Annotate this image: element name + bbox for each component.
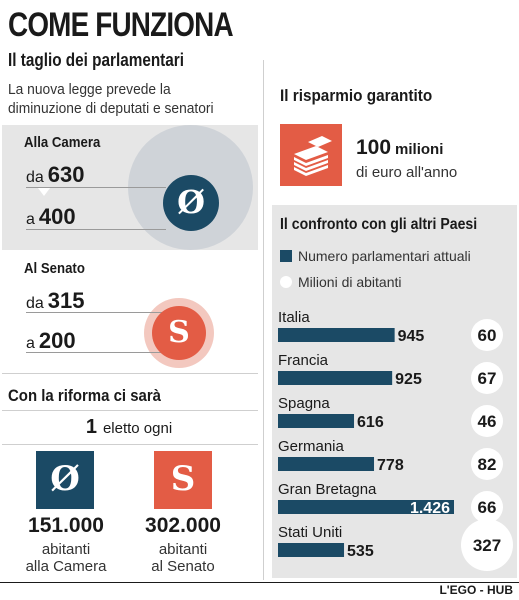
eletto-row: 1 eletto ogni xyxy=(0,416,258,439)
comparison-chart: Italia 945 60 Francia 925 67 Spagna 616 46 German… xyxy=(278,309,513,571)
camera-from-pre: da xyxy=(26,169,44,186)
senato-label: Al Senato xyxy=(24,260,85,277)
senato-from-line xyxy=(26,312,166,313)
riforma-top-divider xyxy=(2,373,258,374)
bar-value-italia: 945 xyxy=(398,328,425,345)
bar-francia xyxy=(278,371,393,385)
population-circle-germania xyxy=(471,448,503,480)
camera-stat-text-2: alla Camera xyxy=(25,558,107,575)
camera-square-logo xyxy=(36,451,94,509)
senato-to-line xyxy=(26,352,166,353)
population-value-stati-uniti: 327 xyxy=(473,536,501,555)
risparmio-amount: 100 milioni xyxy=(356,136,443,160)
eletto-text: eletto ogni xyxy=(102,420,173,437)
senato-logo-circle xyxy=(152,306,206,360)
bar-value-germania: 778 xyxy=(377,457,404,474)
country-label-gran-bretagna: Gran Bretagna xyxy=(278,481,377,498)
camera-logo-icon: Ø xyxy=(177,183,205,221)
senato-arrow xyxy=(38,313,50,321)
bar-spagna xyxy=(278,414,355,428)
population-value-gran-bretagna: 66 xyxy=(478,498,497,517)
risparmio-text: di euro all'anno xyxy=(356,164,458,181)
confronto-title: Il confronto con gli altri Paesi xyxy=(280,216,478,233)
senato-square-logo xyxy=(154,451,212,509)
camera-logo-circle xyxy=(163,175,219,231)
bar-value-francia: 925 xyxy=(395,371,422,388)
population-value-francia: 67 xyxy=(478,369,497,388)
bar-value-stati-uniti: 535 xyxy=(347,543,374,560)
country-label-stati-uniti: Stati Uniti xyxy=(278,524,342,541)
senato-from-row: da 315 xyxy=(26,288,85,314)
population-value-spagna: 46 xyxy=(478,412,497,431)
risparmio-title: Il risparmio garantito xyxy=(280,86,433,105)
legend-bar-label: Numero parlamentari attuali xyxy=(298,248,471,264)
senato-logo-icon: S xyxy=(168,315,190,350)
vertical-divider xyxy=(263,60,264,580)
population-value-germania: 82 xyxy=(478,455,497,474)
country-label-germania: Germania xyxy=(278,438,345,455)
population-circle-gran-bretagna xyxy=(471,491,503,523)
population-circle-stati-uniti xyxy=(461,519,513,571)
money-icon xyxy=(280,124,342,186)
intro-text: La nuova legge prevede la diminuzione di… xyxy=(8,81,214,117)
senato-to-value: 200 xyxy=(38,328,76,353)
camera-stat-text-1: abitanti xyxy=(41,541,91,558)
population-circle-francia xyxy=(471,362,503,394)
camera-square-icon: Ø xyxy=(50,459,80,499)
camera-label: Alla Camera xyxy=(24,134,101,151)
bar-germania xyxy=(278,457,375,471)
senato-stat-value: 302.000 xyxy=(145,514,221,537)
population-value-italia: 60 xyxy=(478,326,497,345)
legend-bar-row: Numero parlamentari attuali xyxy=(280,248,471,264)
eletto-number: 1 xyxy=(85,416,97,438)
credit: L'EGO - HUB xyxy=(439,583,513,597)
page-subtitle: Il taglio dei parlamentari xyxy=(8,50,185,70)
camera-to-row: a 400 xyxy=(26,204,76,230)
camera-from-line xyxy=(26,187,166,188)
senato-square-icon: S xyxy=(170,459,196,499)
senato-stat-text-2: al Senato xyxy=(151,558,215,575)
legend-dot-row: Milioni di abitanti xyxy=(280,274,402,290)
legend-dot-swatch xyxy=(280,276,292,288)
country-label-francia: Francia xyxy=(278,352,329,369)
camera-stat-value: 151.000 xyxy=(28,514,104,537)
senato-to-pre: a xyxy=(26,335,35,352)
risparmio-number: 100 xyxy=(356,136,392,159)
bar-stati-uniti xyxy=(278,543,345,557)
bar-gran-bretagna xyxy=(278,500,454,514)
bar-value-gran-bretagna: 1.426 xyxy=(410,500,450,517)
camera-to-line xyxy=(26,229,166,230)
bar-value-spagna: 616 xyxy=(357,414,384,431)
camera-to-value: 400 xyxy=(38,204,76,229)
bar-italia xyxy=(278,328,395,342)
country-label-spagna: Spagna xyxy=(278,395,330,412)
senato-from-pre: da xyxy=(26,295,44,312)
riforma-bottom-divider xyxy=(2,444,258,445)
risparmio-unit: milioni xyxy=(395,141,444,158)
camera-arrow xyxy=(38,188,50,196)
population-circle-italia xyxy=(471,319,503,351)
camera-to-pre: a xyxy=(26,211,35,228)
camera-from-row: da 630 xyxy=(26,162,85,188)
riforma-mid-divider xyxy=(2,410,258,411)
country-label-italia: Italia xyxy=(278,309,310,326)
senato-stat-text-1: abitanti xyxy=(158,541,208,558)
population-circle-spagna xyxy=(471,405,503,437)
legend-dot-label: Milioni di abitanti xyxy=(298,274,402,290)
riforma-title: Con la riforma ci sarà xyxy=(8,386,161,405)
camera-from-value: 630 xyxy=(47,162,85,187)
senato-to-row: a 200 xyxy=(26,328,76,354)
senato-from-value: 315 xyxy=(47,288,85,313)
legend-bar-swatch xyxy=(280,250,292,262)
page-title: COME FUNZIONA xyxy=(8,6,234,44)
footer-line xyxy=(0,582,519,583)
